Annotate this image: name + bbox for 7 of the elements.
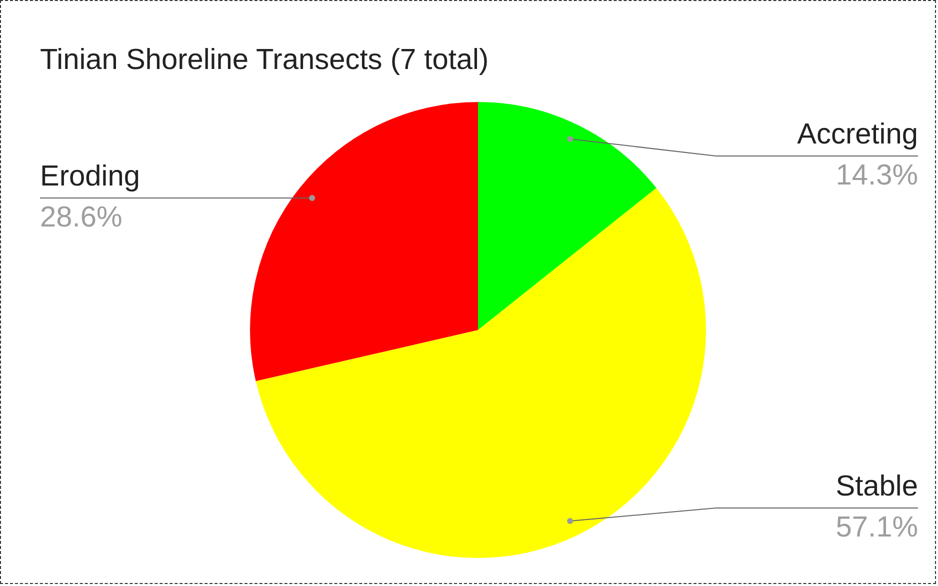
slice-label: Accreting (797, 118, 918, 150)
slice-label: Stable (836, 470, 918, 502)
chart-title: Tinian Shoreline Transects (7 total) (40, 44, 489, 77)
data-label: 57.1% (836, 512, 918, 544)
data-label: 28.6% (40, 201, 122, 234)
slice-label: Eroding (40, 160, 140, 192)
data-label: 14.3% (836, 160, 918, 192)
